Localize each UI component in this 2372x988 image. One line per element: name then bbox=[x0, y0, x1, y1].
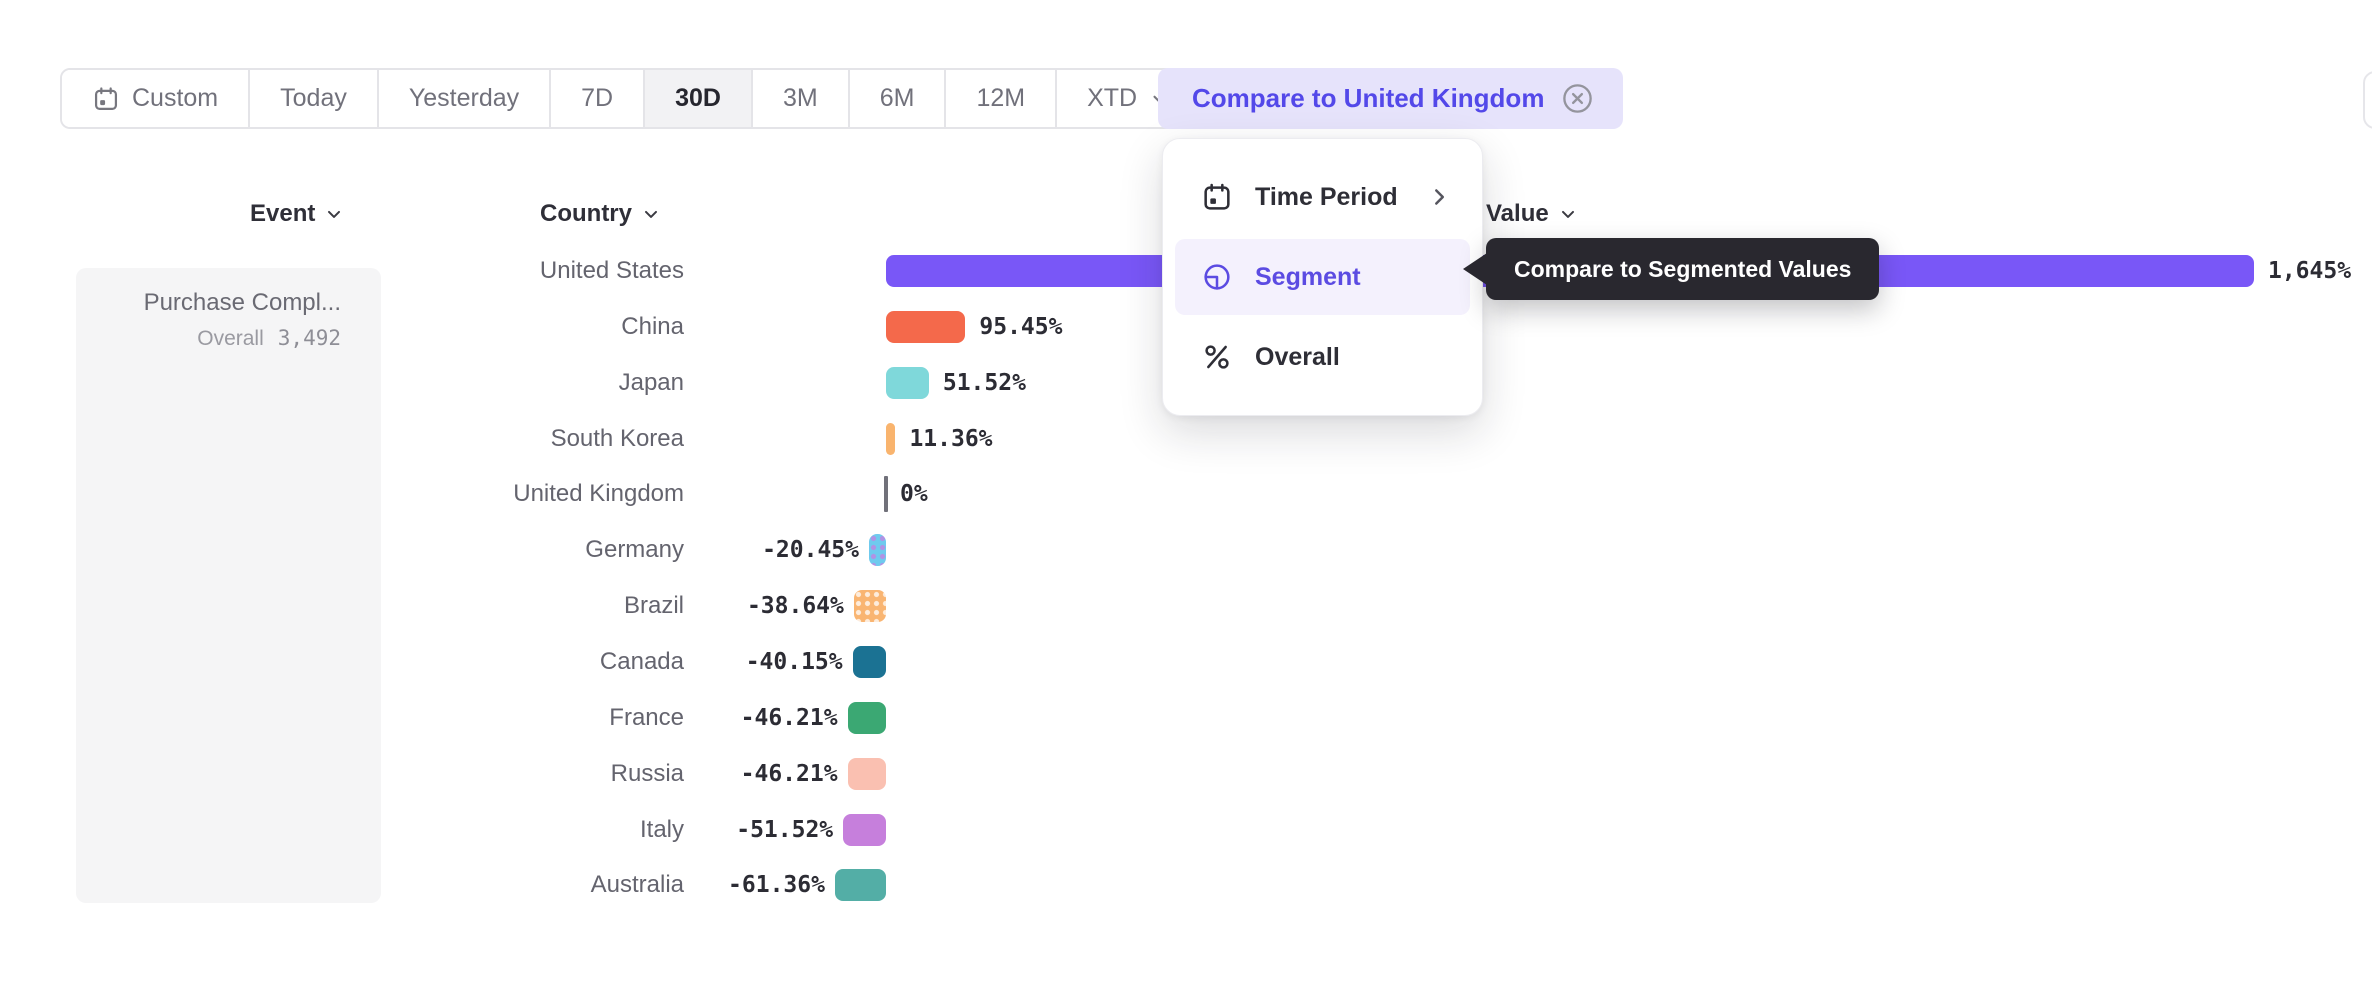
time-range-label: Yesterday bbox=[408, 84, 520, 112]
country-label: South Korea bbox=[550, 424, 684, 452]
time-range-label: Today bbox=[280, 84, 347, 112]
time-range-yesterday[interactable]: Yesterday bbox=[378, 70, 552, 127]
bar-china[interactable] bbox=[886, 310, 966, 343]
time-range-today[interactable]: Today bbox=[250, 70, 379, 127]
value-label: -40.15% bbox=[745, 648, 843, 675]
close-circle-icon[interactable] bbox=[1560, 81, 1595, 116]
time-range-label: 30D bbox=[675, 84, 721, 112]
value-label: 11.36% bbox=[909, 425, 993, 452]
value-label: -51.52% bbox=[736, 816, 834, 843]
event-card-title: Purchase Compl... bbox=[143, 289, 341, 316]
time-range-3m[interactable]: 3M bbox=[752, 70, 850, 127]
column-header-value-label: Value bbox=[1486, 200, 1549, 227]
bar-canada[interactable] bbox=[852, 645, 886, 678]
bar-australia[interactable] bbox=[834, 869, 886, 902]
country-label: Germany bbox=[585, 536, 684, 564]
bar-italy[interactable] bbox=[843, 813, 886, 846]
time-range-label: 3M bbox=[782, 84, 818, 112]
country-label: Japan bbox=[618, 368, 684, 396]
value-label: -61.36% bbox=[728, 872, 825, 899]
country-label: United States bbox=[539, 257, 684, 284]
country-label: United Kingdom bbox=[513, 480, 684, 508]
bar-germany[interactable] bbox=[868, 534, 886, 567]
event-card-overall-value: 3,492 bbox=[277, 326, 341, 350]
event-card[interactable]: Purchase Compl... Overall 3,492 bbox=[76, 268, 381, 903]
menu-item-label: Segment bbox=[1255, 262, 1361, 291]
country-label: Brazil bbox=[623, 592, 684, 620]
country-label: Australia bbox=[590, 871, 684, 899]
menu-item-label: Time Period bbox=[1255, 182, 1398, 211]
tooltip-arrow-icon bbox=[1463, 253, 1487, 285]
event-card-subtitle: Overall 3,492 bbox=[197, 326, 341, 351]
time-range-label: XTD bbox=[1087, 84, 1138, 112]
value-label: 1,645% bbox=[2267, 258, 2352, 284]
bar-japan[interactable] bbox=[886, 366, 929, 399]
time-range-6m[interactable]: 6M bbox=[849, 70, 947, 127]
time-range-30d[interactable]: 30D bbox=[645, 70, 753, 127]
column-header-event-label: Event bbox=[250, 200, 316, 227]
chevron-down-icon bbox=[324, 204, 344, 224]
percent-icon bbox=[1201, 341, 1233, 373]
column-header-value[interactable]: Value bbox=[1486, 198, 1578, 230]
chevron-down-icon bbox=[1558, 204, 1578, 224]
time-range-label: Custom bbox=[132, 84, 219, 112]
menu-item-time-period[interactable]: Time Period bbox=[1175, 159, 1470, 235]
column-header-country[interactable]: Country bbox=[540, 198, 661, 230]
value-label: 0% bbox=[900, 481, 928, 508]
bar-france[interactable] bbox=[847, 701, 886, 734]
chevron-down-icon bbox=[641, 204, 661, 224]
value-label: -46.21% bbox=[740, 704, 838, 731]
value-label: 51.52% bbox=[942, 369, 1026, 396]
bar-russia[interactable] bbox=[847, 757, 886, 790]
menu-item-segment[interactable]: Segment bbox=[1175, 239, 1470, 315]
country-label: France bbox=[609, 703, 684, 731]
event-card-overall-label: Overall bbox=[197, 327, 264, 350]
country-label: Canada bbox=[599, 647, 684, 675]
time-range-toolbar: Custom Today Yesterday 7D 30D 3M 6M 12M XTD bbox=[60, 68, 1204, 129]
compare-dropdown-menu: Time Period Segment Overall bbox=[1162, 138, 1483, 416]
value-label: 95.45% bbox=[979, 313, 1063, 340]
compare-chip-label: Compare to United Kingdom bbox=[1192, 83, 1545, 113]
time-range-12m[interactable]: 12M bbox=[946, 70, 1058, 127]
tooltip-text: Compare to Segmented Values bbox=[1514, 255, 1852, 282]
chevron-right-icon bbox=[1426, 184, 1452, 210]
bar-south-korea[interactable] bbox=[886, 422, 896, 455]
bar-brazil[interactable] bbox=[853, 590, 886, 623]
time-range-label: 6M bbox=[879, 84, 915, 112]
value-label: -38.64% bbox=[746, 593, 844, 620]
column-header-country-label: Country bbox=[540, 200, 632, 227]
calendar-icon bbox=[92, 85, 120, 113]
menu-item-label: Overall bbox=[1255, 342, 1340, 371]
country-label: Russia bbox=[610, 759, 684, 787]
value-label: -20.45% bbox=[762, 537, 859, 564]
country-label: Italy bbox=[639, 815, 684, 843]
time-range-7d[interactable]: 7D bbox=[551, 70, 646, 127]
tooltip: Compare to Segmented Values bbox=[1463, 238, 1880, 300]
time-range-custom[interactable]: Custom bbox=[62, 70, 251, 127]
compare-chip[interactable]: Compare to United Kingdom bbox=[1158, 68, 1624, 129]
calendar-icon bbox=[1201, 181, 1233, 213]
country-label: China bbox=[621, 312, 684, 340]
segment-icon bbox=[1201, 261, 1233, 293]
bar-united-kingdom[interactable] bbox=[884, 476, 888, 513]
menu-item-overall[interactable]: Overall bbox=[1175, 319, 1470, 395]
clipped-toolbar-button[interactable] bbox=[2363, 71, 2372, 129]
time-range-label: 7D bbox=[581, 84, 614, 112]
column-header-event[interactable]: Event bbox=[250, 198, 344, 230]
time-range-label: 12M bbox=[976, 84, 1026, 112]
value-label: -46.21% bbox=[740, 760, 838, 787]
